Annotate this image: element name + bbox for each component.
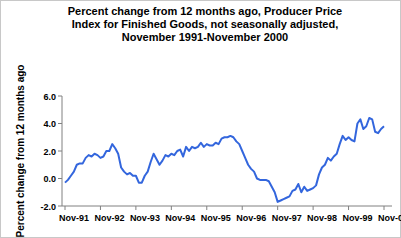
title-line: Index for Finished Goods, not seasonally… <box>72 18 339 30</box>
x-tick-label: Nov-93 <box>130 213 160 223</box>
data-line <box>65 118 384 202</box>
x-tick <box>206 206 207 210</box>
y-tick-label: 2.0 <box>43 147 56 157</box>
x-tick-label: Nov-99 <box>343 213 373 223</box>
y-tick <box>58 123 62 124</box>
x-tick <box>348 206 349 210</box>
title-line: Percent change from 12 months ago, Produ… <box>68 5 342 17</box>
x-tick-label: Nov-91 <box>59 213 89 223</box>
x-tick <box>100 206 101 210</box>
background <box>1 1 401 238</box>
y-tick <box>58 206 62 207</box>
x-axis <box>62 206 392 207</box>
y-tick <box>58 151 62 152</box>
x-tick-label: Nov-96 <box>236 213 266 223</box>
y-tick <box>58 96 62 97</box>
y-tick-label: 0.0 <box>43 174 56 184</box>
y-tick <box>58 178 62 179</box>
x-tick <box>171 206 172 210</box>
y-tick-label: 4.0 <box>43 119 56 129</box>
chart: Percent change from 12 months ago, Produ… <box>0 0 401 238</box>
y-axis-label: Percent change from 12 months ago <box>15 65 26 238</box>
x-tick <box>277 206 278 210</box>
y-tick-label: -2.0 <box>40 202 56 212</box>
x-tick-label: Nov-92 <box>94 213 124 223</box>
x-tick <box>384 206 385 210</box>
x-tick <box>135 206 136 210</box>
plot-area <box>65 118 384 202</box>
x-tick-label: Nov-94 <box>165 213 195 223</box>
x-tick <box>242 206 243 210</box>
x-tick-label: Nov-98 <box>307 213 337 223</box>
x-tick-label: Nov-97 <box>272 213 302 223</box>
x-tick <box>313 206 314 210</box>
y-tick-label: 6.0 <box>43 92 56 102</box>
title-line: November 1991-November 2000 <box>122 31 288 43</box>
x-tick-label: Nov-00 <box>378 213 401 223</box>
x-tick <box>65 206 66 210</box>
title: Percent change from 12 months ago, Produ… <box>68 5 342 43</box>
x-tick-label: Nov-95 <box>201 213 231 223</box>
